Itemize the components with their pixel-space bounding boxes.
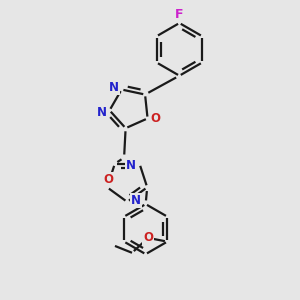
- Text: O: O: [143, 231, 153, 244]
- Text: O: O: [150, 112, 160, 125]
- Text: N: N: [97, 106, 107, 119]
- Text: F: F: [175, 8, 184, 21]
- Text: N: N: [131, 194, 141, 207]
- Text: O: O: [104, 173, 114, 186]
- Text: N: N: [109, 81, 119, 94]
- Text: N: N: [126, 159, 136, 172]
